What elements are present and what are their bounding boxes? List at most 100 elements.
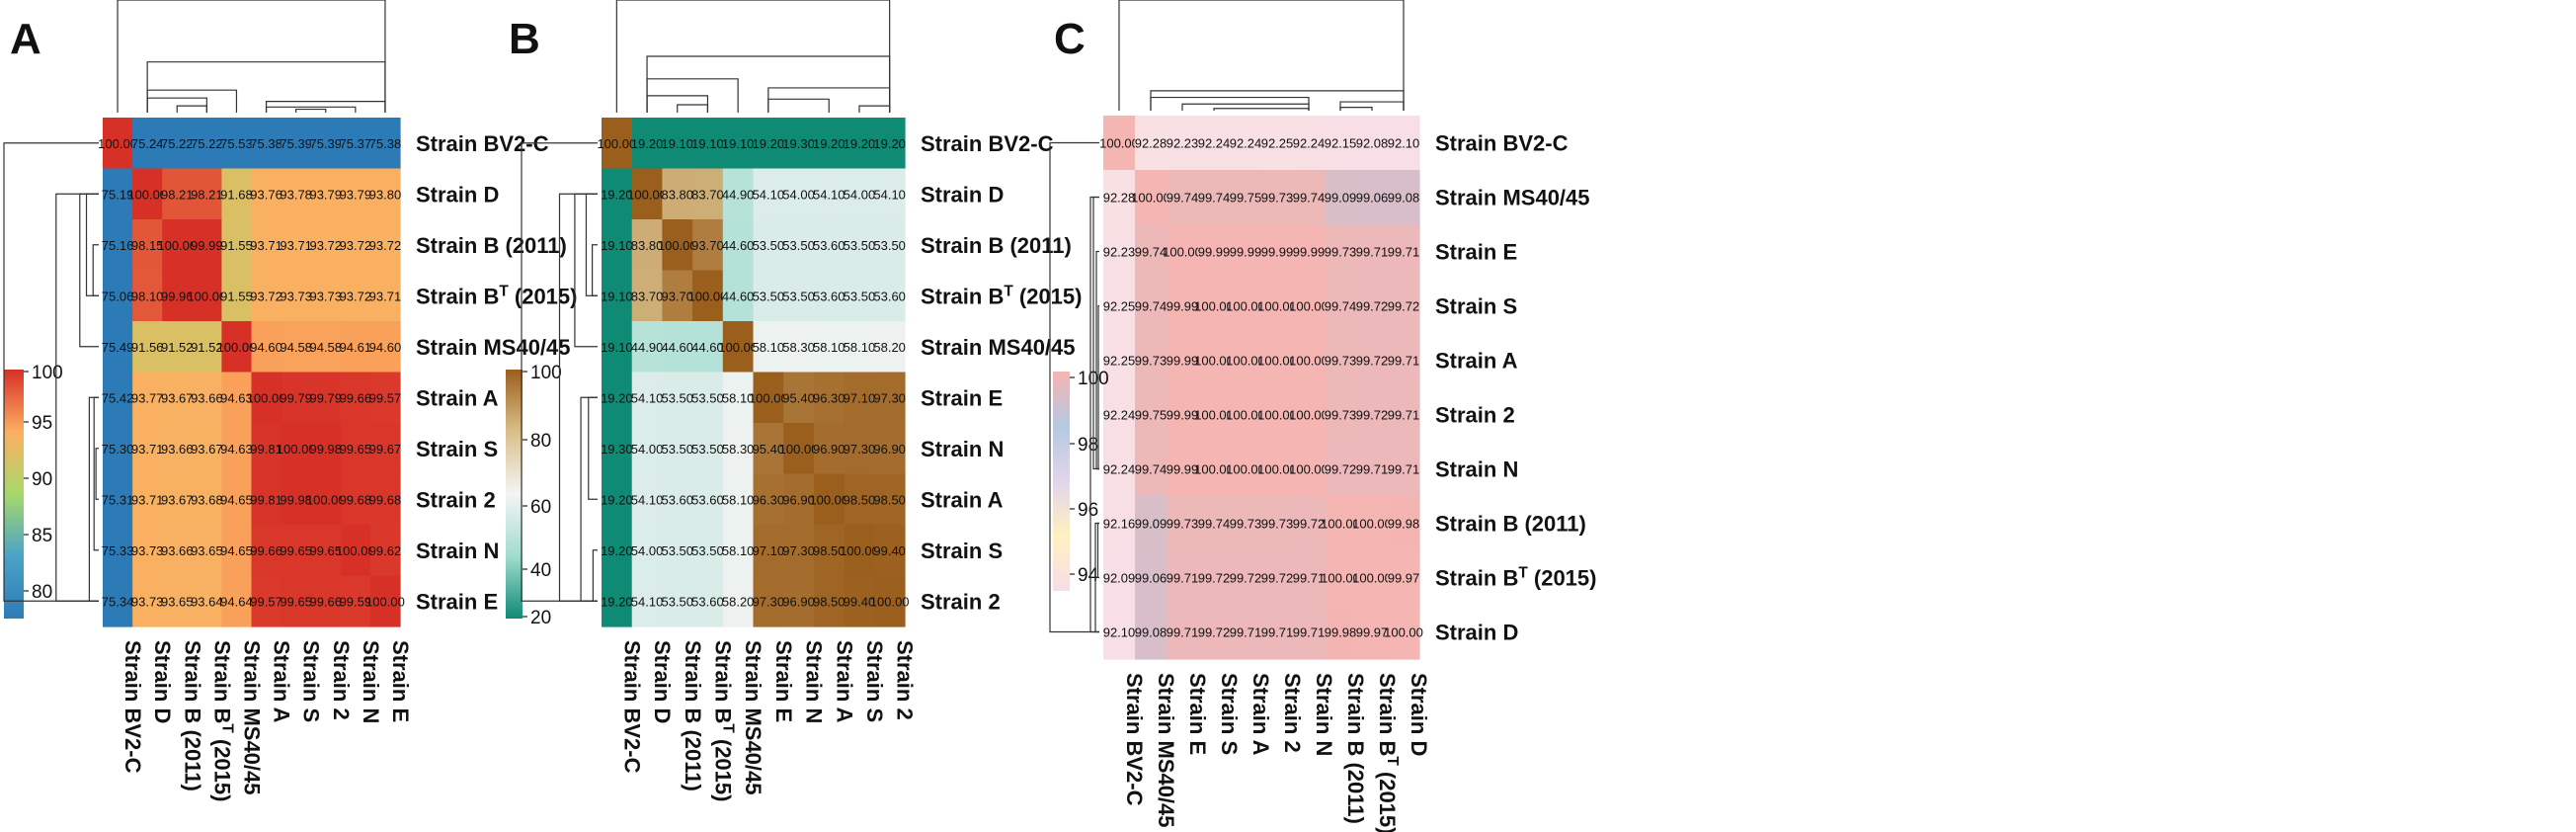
cell-value-label: 93.71 (250, 238, 282, 253)
heatmap-cell (602, 219, 633, 272)
cell-value-label: 94.65 (220, 492, 253, 507)
heatmap-cell (874, 321, 906, 374)
heatmap-cell (221, 372, 253, 424)
cell-value-label: 93.64 (191, 594, 223, 609)
row-label: Strain MS40/45 (416, 335, 571, 360)
heatmap-cell (1293, 550, 1326, 606)
cell-value-label: 92.24 (1198, 136, 1231, 151)
row-label: Strain B (2011) (921, 233, 1072, 258)
heatmap-cell (192, 168, 222, 220)
cell-value-label: 94.63 (220, 442, 253, 457)
heatmap-cell (1103, 170, 1136, 225)
heatmap-cell (631, 473, 663, 526)
heatmap-cell (722, 372, 755, 424)
cell-value-label: 92.25 (1103, 299, 1136, 314)
heatmap-cell (1325, 442, 1357, 497)
heatmap-cell (281, 219, 312, 272)
heatmap-cell (753, 372, 784, 424)
cell-value-label: 53.50 (661, 390, 693, 405)
column-label: Strain N (359, 640, 383, 723)
cell-value-label: 99.66 (250, 543, 282, 558)
heatmap-cell (602, 321, 633, 374)
cell-value-label: 99.97 (1356, 625, 1389, 640)
heatmap-cell (251, 372, 282, 424)
dendrogram-branch (767, 98, 830, 113)
heatmap-cell (251, 321, 282, 374)
heatmap-cell (162, 270, 193, 322)
cell-value-label: 75.22 (161, 136, 194, 151)
heatmap-cell (340, 372, 371, 424)
cell-value-label: 100.00 (1257, 299, 1297, 314)
heatmap-cell (602, 168, 633, 220)
column-label: Strain 2 (1280, 673, 1305, 753)
heatmap-cell (1356, 224, 1389, 280)
heatmap-cell (1261, 279, 1294, 334)
heatmap-cell (692, 372, 724, 424)
heatmap-cell (662, 321, 693, 374)
cell-value-label: 99.73 (1325, 354, 1357, 369)
dendrogram-branch (176, 105, 207, 113)
cell-value-label: 91.52 (161, 340, 194, 355)
cell-value-label: 100.00 (1384, 625, 1423, 640)
cell-value-label: 98.15 (131, 238, 164, 253)
cell-value-label: 98.21 (161, 187, 194, 202)
heatmap-cell (1198, 387, 1231, 443)
heatmap-cell (1167, 170, 1199, 225)
cell-value-label: 100.00 (1257, 462, 1297, 477)
cell-value-label: 93.72 (369, 238, 402, 253)
row-label: Strain A (416, 385, 499, 410)
column-label: Strain BV2-C (121, 640, 145, 774)
heatmap-cell (1325, 279, 1357, 334)
cell-value-label: 98.50 (813, 594, 845, 609)
heatmap-cell (340, 219, 371, 272)
heatmap-cell (281, 270, 312, 322)
dendrogram-branch (265, 106, 357, 113)
heatmap-cell (813, 575, 845, 627)
heatmap-cell (662, 219, 693, 272)
cell-value-label: 83.70 (631, 289, 664, 303)
cell-value-label: 99.06 (1356, 191, 1389, 206)
cell-value-label: 99.98 (1325, 625, 1357, 640)
heatmap-cell (1198, 333, 1231, 388)
heatmap-cell (1135, 442, 1167, 497)
heatmap-cell (369, 525, 401, 577)
heatmap-cell (162, 321, 193, 374)
cell-value-label: 98.10 (131, 289, 164, 303)
cell-value-label: 99.73 (1325, 245, 1357, 260)
heatmap-cell (251, 423, 282, 475)
row-label: Strain B (2011) (416, 233, 567, 258)
cell-value-label: 100.00 (277, 442, 316, 457)
cell-value-label: 99.72 (1293, 517, 1326, 532)
cell-value-label: 99.99 (1167, 354, 1199, 369)
heatmap-cell (1261, 116, 1294, 171)
cell-value-label: 19.20 (601, 594, 633, 609)
cell-value-label: 99.71 (1293, 571, 1326, 586)
cell-value-label: 99.66 (309, 594, 342, 609)
cell-value-label: 99.72 (1356, 408, 1389, 423)
heatmap-cell (192, 270, 222, 322)
cell-value-label: 99.71 (1167, 571, 1199, 586)
cell-value-label: 99.65 (280, 543, 312, 558)
cell-value-label: 93.70 (691, 238, 724, 253)
heatmap-cell (692, 473, 724, 526)
heatmap-cell (1356, 442, 1389, 497)
row-dendrogram (521, 142, 598, 602)
cell-value-label: 92.25 (1103, 354, 1136, 369)
colorbar-tick-label: 85 (32, 526, 52, 546)
heatmap-cell (662, 473, 693, 526)
heatmap-cell (1103, 496, 1136, 551)
row-label: Strain BT (2015) (1435, 564, 1596, 591)
cell-value-label: 53.50 (753, 289, 785, 303)
cell-value-label: 99.81 (250, 492, 282, 507)
heatmap-cell (1230, 550, 1262, 606)
heatmap-cell (1325, 170, 1357, 225)
heatmap-cell (753, 575, 784, 627)
cell-value-label: 99.72 (1230, 571, 1262, 586)
heatmap-cell (310, 168, 342, 220)
heatmap-cell (662, 575, 693, 627)
cell-value-label: 19.20 (601, 187, 633, 202)
cell-value-label: 44.60 (722, 289, 755, 303)
row-label: Strain S (416, 437, 498, 461)
cell-value-label: 96.90 (873, 442, 906, 457)
heatmap-cell (340, 473, 371, 526)
